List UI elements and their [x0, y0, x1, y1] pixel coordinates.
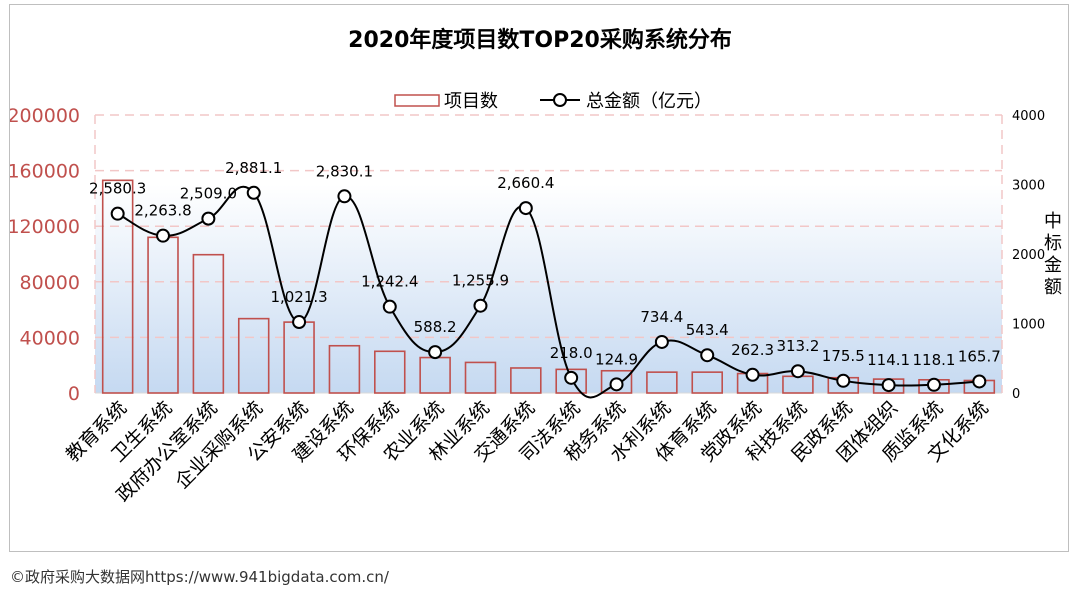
legend-line-label: 总金额（亿元） [586, 91, 712, 112]
chart: 2,580.3 2,263.82,509.0 2,881.1 1,021.3 2,830… [10, 27, 1062, 507]
line-point [745, 367, 760, 382]
line-point [156, 228, 171, 243]
line-point [201, 211, 216, 226]
line-point [881, 378, 896, 393]
legend-bar-swatch [394, 94, 440, 107]
data-label: 2,881.1 [225, 159, 282, 177]
bar [101, 179, 134, 394]
data-label: 2,263.8 [134, 202, 191, 220]
bar [328, 344, 361, 394]
chart-title: 2020年度项目数TOP20采购系统分布 [348, 27, 732, 53]
right-tick-label: 4000 [1012, 109, 1045, 124]
right-tick-label: 1000 [1012, 318, 1045, 333]
data-label: 262.3 [731, 341, 774, 359]
data-label: 218.0 [550, 344, 593, 362]
line-point [337, 189, 352, 204]
right-tick-label: 3000 [1012, 179, 1045, 194]
left-tick-label: 160000 [10, 161, 80, 183]
data-label: 543.4 [686, 321, 729, 339]
right-tick-label: 2000 [1012, 248, 1045, 263]
line-point [246, 185, 261, 200]
line-point [428, 345, 443, 360]
source-note: ©政府采购大数据网https://www.941bigdata.com.cn/ [10, 568, 389, 586]
line-point [609, 377, 624, 392]
line-point [564, 370, 579, 385]
bar [555, 368, 587, 394]
left-axis: 0 40000 80000 120000 160000 200000 [10, 105, 80, 405]
bar [374, 350, 406, 394]
line-point [654, 334, 669, 349]
left-tick-label: 40000 [20, 327, 80, 349]
line-point [292, 315, 307, 330]
line-point [972, 374, 987, 389]
data-label: 734.4 [640, 308, 683, 326]
data-label: 2,580.3 [89, 180, 146, 198]
bar [510, 367, 542, 394]
bar [192, 253, 225, 394]
data-label: 1,255.9 [452, 272, 509, 290]
right-axis-title: 中标金额 [1044, 211, 1062, 298]
data-label: 1,021.3 [270, 288, 327, 306]
bar [691, 371, 723, 394]
line-point [700, 348, 715, 363]
data-label: 114.1 [867, 351, 910, 369]
data-label: 2,660.4 [497, 174, 554, 192]
line-point [473, 298, 488, 313]
line-point [836, 373, 851, 388]
plot-background [95, 115, 1002, 393]
right-axis: 0 1000 2000 3000 4000 [1012, 109, 1045, 402]
left-tick-label: 200000 [10, 105, 80, 127]
bar [600, 369, 633, 394]
right-tick-label: 0 [1012, 387, 1020, 402]
line-point [110, 206, 125, 221]
chart-frame: 2,580.3 2,263.8 2,509.0 2,881.1 1,021.3 2,830… [9, 4, 1069, 552]
line-point [926, 377, 941, 392]
line-point [382, 299, 397, 314]
data-label: 2,830.1 [316, 162, 373, 180]
data-label: 175.5 [822, 347, 865, 365]
data-label: 118.1 [912, 351, 955, 369]
bar [646, 371, 678, 394]
data-label: 588.2 [414, 318, 457, 336]
legend-bar-label: 项目数 [444, 91, 498, 112]
x-axis-labels: 教育系统卫生系统政府办公室系统企业采购系统公安系统建设系统环保系统农业系统林业系… [62, 397, 993, 507]
line-point [790, 364, 805, 379]
data-label: 165.7 [958, 347, 1001, 365]
bar [464, 361, 497, 394]
left-tick-label: 80000 [20, 272, 80, 294]
legend-line-marker [553, 93, 567, 107]
left-tick-label: 120000 [10, 216, 80, 238]
line-point [518, 201, 533, 216]
data-label: 1,242.4 [361, 273, 418, 291]
data-label: 313.2 [776, 337, 819, 355]
line-series: 2,580.3 2,263.82,509.0 2,881.1 1,021.3 2,830… [89, 159, 1001, 399]
left-tick-label: 0 [68, 383, 80, 405]
legend: 项目数 总金额（亿元） [394, 91, 712, 112]
data-label: 2,509.0 [180, 185, 237, 203]
data-label: 124.9 [595, 350, 638, 368]
bar [237, 317, 270, 394]
